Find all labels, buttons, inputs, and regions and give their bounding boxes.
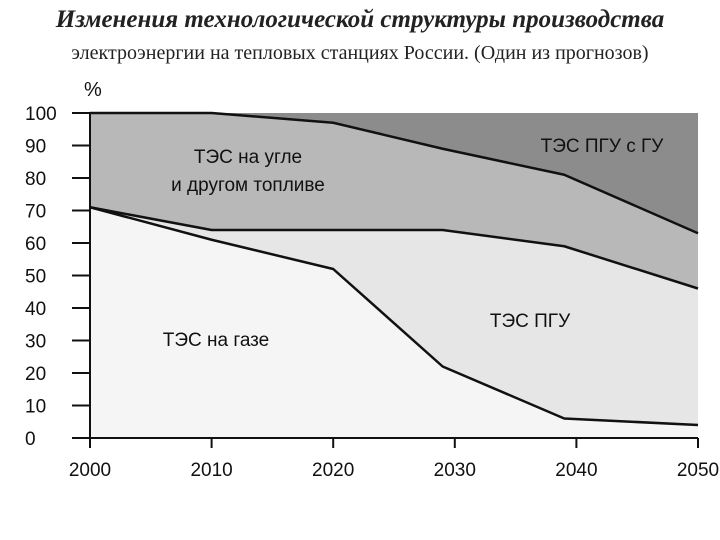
label-coal-line-2: и другом топливе <box>171 175 325 196</box>
y-axis-unit: % <box>84 79 102 101</box>
x-tick-label: 2010 <box>190 460 232 481</box>
area-pgu-gu <box>90 113 698 234</box>
chart-title: Изменения технологической структуры прои… <box>55 6 665 33</box>
boundary-line <box>89 206 699 427</box>
area-pgu <box>90 207 698 425</box>
chart-area-labels: ТЭС на угле и другом топливе ТЭС ПГУ с ГУ Т… <box>163 136 665 351</box>
chart-areas <box>90 113 698 438</box>
chart-boundary-lines <box>89 111 699 427</box>
area-gas <box>90 207 698 438</box>
y-tick-label: 100 <box>25 104 57 125</box>
x-tick-label: 2030 <box>434 460 476 481</box>
label-pgu: ТЭС ПГУ <box>490 311 571 332</box>
y-tick-label: 90 <box>25 137 46 158</box>
y-tick-label: 50 <box>25 267 46 288</box>
area-coal <box>90 113 698 289</box>
y-tick-label: 80 <box>25 169 46 190</box>
chart-subtitle: электроэнергии на тепловых станциях Росс… <box>71 42 649 64</box>
label-pgu-gu: ТЭС ПГУ с ГУ <box>541 136 665 157</box>
boundary-line <box>90 111 699 235</box>
y-tick-label: 60 <box>25 234 46 255</box>
y-tick-label: 0 <box>25 429 36 450</box>
y-tick-label: 30 <box>25 332 46 353</box>
label-gas: ТЭС на газе <box>163 330 270 351</box>
x-tick-label: 2050 <box>677 460 719 481</box>
y-tick-label: 40 <box>25 299 46 320</box>
x-tick-label: 2000 <box>69 460 111 481</box>
y-tick-label: 10 <box>25 397 46 418</box>
boundary-line <box>89 206 699 290</box>
x-tick-label: 2020 <box>312 460 354 481</box>
y-tick-label: 20 <box>25 364 46 385</box>
label-coal-line-1: ТЭС на угле <box>194 147 302 168</box>
x-tick-label: 2040 <box>555 460 597 481</box>
y-tick-label: 70 <box>25 202 46 223</box>
